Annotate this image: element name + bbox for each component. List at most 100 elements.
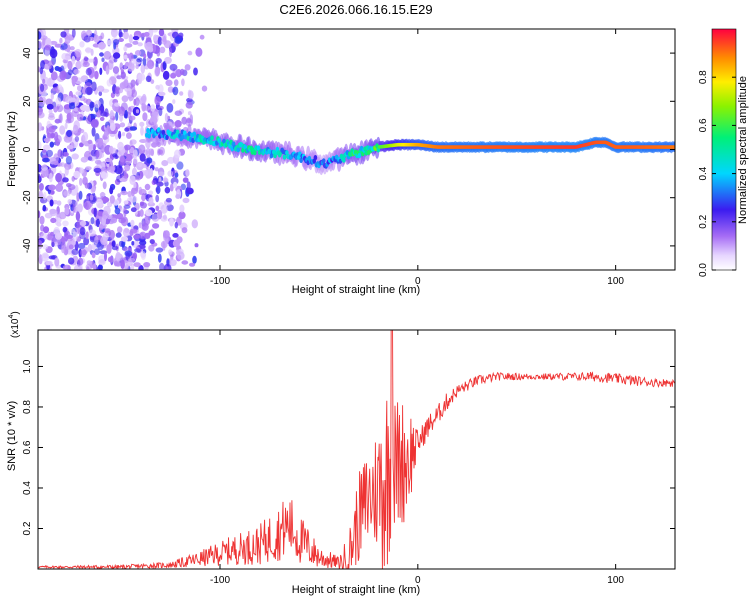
noise-blob [160,204,168,214]
noise-blob [187,50,193,56]
noise-blob [67,199,73,205]
noise-blob [152,223,160,229]
noise-blob [179,204,185,213]
noise-blob [113,52,121,59]
noise-blob [135,109,140,114]
noise-blob [139,231,147,240]
noise-blob [45,260,53,265]
noise-blob [54,232,63,240]
noise-blob [127,257,136,263]
noise-blob [141,222,149,231]
noise-blob [114,102,120,107]
noise-blob [125,153,133,162]
noise-blob [50,132,55,139]
noise-blob [130,207,137,213]
noise-blob [132,167,137,177]
noise-blob [46,103,54,110]
noise-blob [159,46,166,54]
noise-blob [165,79,173,87]
snr-scale-factor: (x104) [8,311,21,338]
noise-blob [159,262,165,270]
y-tick-label: 40 [22,47,33,59]
noise-blob [164,112,169,123]
noise-blob [124,164,131,172]
y-tick-label: 0 [22,146,33,152]
noise-blob [65,234,73,239]
noise-blob [83,237,90,246]
noise-blob [45,37,52,45]
noise-blob [133,262,141,268]
noise-blob [109,109,114,119]
noise-blob [38,122,43,132]
noise-blob [97,85,105,93]
noise-blob [164,40,172,49]
noise-blob [38,183,44,191]
noise-blob [69,46,75,51]
noise-blob [51,87,59,92]
noise-blob [132,149,138,159]
noise-blob [179,91,184,96]
colorbar-tick-label: 0.6 [698,118,709,132]
noise-blob [64,207,70,216]
noise-blob [162,60,167,71]
noise-blob [67,184,76,191]
noise-blob [199,34,205,40]
y-tick-label: -20 [22,190,33,205]
noise-blob [125,132,132,140]
noise-blob [42,244,49,250]
ridge-segment [357,153,362,159]
noise-blob [53,160,59,166]
noise-blob [111,240,116,248]
noise-blob [155,247,164,253]
noise-blob [128,94,133,102]
noise-blob [50,231,54,237]
noise-blob [94,100,101,108]
noise-blob [74,136,80,142]
noise-blob [107,60,114,70]
ridge-segment [321,158,326,164]
noise-blob [115,111,119,121]
noise-blob [78,128,85,134]
noise-blob [172,86,179,96]
noise-blob [38,66,41,73]
noise-blob [103,129,109,137]
noise-blob [71,239,76,246]
noise-blob [138,244,146,249]
noise-blob [110,29,118,38]
noise-blob [155,84,160,90]
noise-blob [55,183,64,192]
noise-blob [87,243,93,253]
noise-blob [106,244,112,254]
noise-blob [104,158,113,163]
noise-blob [95,150,100,158]
noise-blob [91,127,96,137]
noise-blob [153,34,158,42]
noise-blob [169,259,177,267]
noise-blob [44,44,52,51]
noise-blob [49,141,54,148]
noise-blob [123,207,127,217]
noise-blob [85,47,92,54]
noise-blob [95,198,104,209]
noise-blob [169,183,174,192]
noise-blob [131,187,135,197]
noise-blob [148,244,155,252]
noise-blob [142,57,147,67]
noise-blob [64,35,71,45]
noise-blob [66,129,73,138]
colorbar-tick-label: 0.8 [698,70,709,84]
x-tick-label: 100 [607,575,624,586]
noise-blob [48,109,53,114]
noise-blob [139,239,147,246]
noise-blob [146,60,153,68]
noise-blob [155,194,160,203]
colorbar-tick-label: 0.2 [698,214,709,228]
noise-blob [108,256,114,263]
noise-blob [71,248,79,255]
noise-blob [138,144,146,155]
noise-blob [75,200,79,208]
noise-blob [96,266,101,270]
noise-blob [51,241,55,248]
noise-blob [98,137,104,147]
noise-blob [53,106,58,113]
